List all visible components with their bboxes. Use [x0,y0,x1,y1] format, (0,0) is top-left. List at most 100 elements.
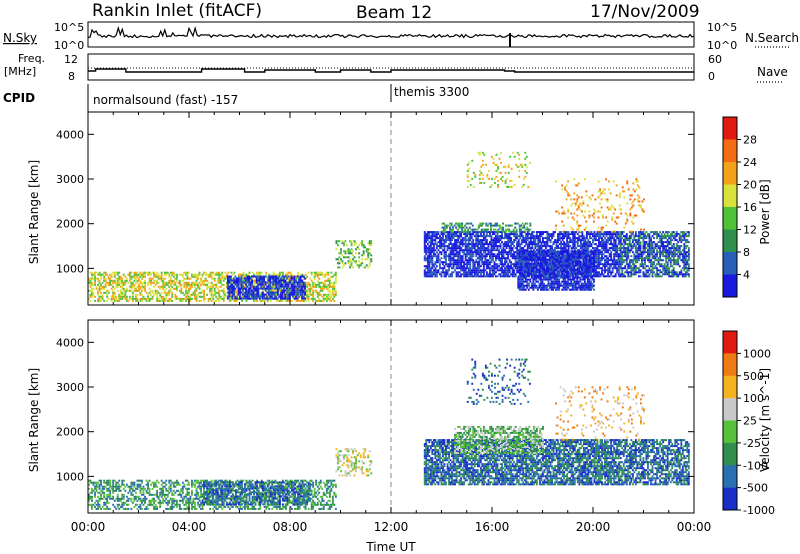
heatmap-cell [434,235,437,238]
heatmap-cell [598,261,600,264]
heatmap-cell [303,293,305,296]
heatmap-cell [520,260,523,263]
heatmap-cell [482,233,485,236]
heatmap-cell [455,273,458,276]
heatmap-cell [448,267,450,270]
heatmap-cell [533,250,536,253]
heatmap-cell [484,261,487,264]
heatmap-cell [475,259,478,262]
heatmap-cell [446,231,449,234]
heatmap-cell [165,283,168,286]
heatmap-cell [125,287,128,290]
heatmap-cell [526,282,529,285]
heatmap-cell [174,283,177,286]
heatmap-cell [431,273,434,276]
heatmap-cell [607,237,609,240]
heatmap-cell [579,235,582,238]
heatmap-cell [191,283,193,286]
heatmap-cell [543,262,545,265]
heatmap-cell [304,293,306,296]
heatmap-cell [138,279,140,282]
heatmap-cell [544,278,547,281]
heatmap-cell [555,264,557,267]
heatmap-cell [501,269,503,272]
heatmap-cell [616,249,619,252]
heatmap-cell [160,279,163,282]
heatmap-cell [156,299,159,302]
heatmap-cell [485,261,488,264]
heatmap-cell [552,284,554,287]
heatmap-cell [496,237,499,240]
heatmap-cell [213,273,216,276]
heatmap-cell [443,239,446,242]
heatmap-cell [281,299,284,302]
heatmap-cell [552,271,555,274]
heatmap-cell [188,291,190,294]
heatmap-cell [538,258,541,261]
heatmap-cell [559,276,562,279]
heatmap-cell [218,277,221,280]
heatmap-cell [584,237,587,240]
heatmap-cell [495,235,497,238]
heatmap-cell [260,295,263,298]
heatmap-cell [531,263,534,266]
heatmap-cell [514,257,517,260]
heatmap-cell [532,274,535,277]
heatmap-cell [110,297,113,300]
heatmap-cell [524,274,527,277]
heatmap-cell [540,288,542,291]
heatmap-cell [445,235,447,238]
heatmap-cell [349,258,351,261]
heatmap-cell [569,233,572,236]
heatmap-cell [576,241,579,244]
heatmap-cell [599,237,602,240]
heatmap-cell [518,286,521,289]
heatmap-cell [330,299,333,302]
heatmap-cell [589,233,591,236]
heatmap-cell [428,245,431,248]
heatmap-cell [579,276,582,279]
heatmap-cell [604,247,606,250]
heatmap-cell [448,263,450,266]
heatmap-cell [547,264,550,267]
heatmap-cell [263,297,266,300]
heatmap-cell [582,243,585,246]
heatmap-cell [261,295,264,298]
heatmap-cell [502,257,505,260]
heatmap-cell [251,285,254,288]
heatmap-cell [442,235,444,238]
heatmap-cell [112,285,115,288]
heatmap-cell [611,249,614,252]
heatmap-cell [573,288,576,291]
heatmap-cell [519,271,522,274]
heatmap-cell [547,288,550,291]
heatmap-cell [557,237,559,240]
heatmap-cell [555,282,557,285]
heatmap-cell [292,277,294,280]
heatmap-cell [276,283,279,286]
heatmap-cell [458,257,461,260]
heatmap-cell [144,275,146,278]
heatmap-cell [510,273,513,276]
heatmap-cell [136,289,139,292]
heatmap-cell [532,241,535,244]
heatmap-cell [475,245,478,248]
heatmap-cell [557,241,559,244]
heatmap-cell [584,241,587,244]
heatmap-cell [523,263,526,266]
heatmap-cell [611,269,614,272]
heatmap-cell [460,247,463,250]
heatmap-cell [492,255,494,258]
heatmap-cell [325,271,328,274]
heatmap-cell [596,263,599,266]
heatmap-cell [544,270,547,273]
heatmap-cell [262,299,265,302]
heatmap-cell [157,291,160,294]
heatmap-cell [222,289,225,292]
heatmap-cell [573,260,576,263]
heatmap-cell [485,239,488,242]
heatmap-cell [266,277,269,280]
heatmap-cell [163,283,166,286]
heatmap-cell [103,299,106,302]
heatmap-cell [235,291,237,294]
